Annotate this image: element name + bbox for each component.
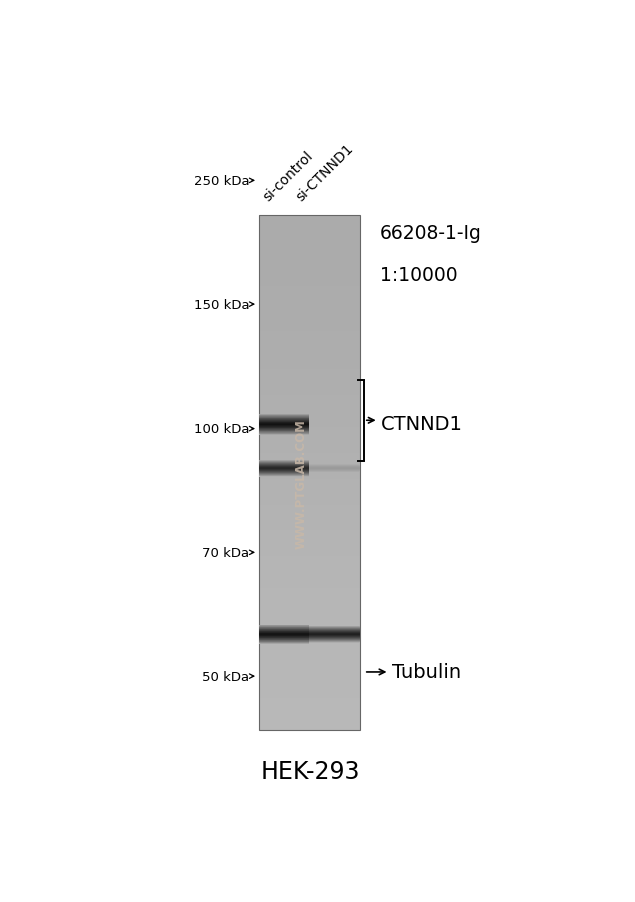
Bar xyxy=(259,685,360,691)
Bar xyxy=(259,447,360,454)
Bar xyxy=(259,633,360,640)
Bar xyxy=(259,659,360,666)
Bar xyxy=(259,254,360,261)
Bar xyxy=(259,717,360,723)
Bar xyxy=(259,723,360,730)
Bar xyxy=(259,569,360,575)
Bar xyxy=(259,524,360,530)
Bar xyxy=(259,376,360,383)
Bar xyxy=(259,421,360,428)
Bar xyxy=(259,550,360,557)
Bar xyxy=(259,415,360,421)
Bar xyxy=(259,530,360,537)
Bar xyxy=(259,492,360,499)
Bar xyxy=(259,647,360,653)
Bar xyxy=(259,518,360,524)
Bar xyxy=(259,216,360,730)
Bar xyxy=(259,479,360,485)
Bar xyxy=(259,281,360,287)
Bar xyxy=(259,345,360,351)
Bar xyxy=(259,318,360,325)
Bar xyxy=(259,627,360,633)
Bar xyxy=(259,287,360,293)
Bar xyxy=(259,454,360,460)
Bar xyxy=(259,582,360,588)
Bar xyxy=(259,614,360,621)
Text: WWW.PTGLAB.COM: WWW.PTGLAB.COM xyxy=(295,419,308,548)
Bar xyxy=(259,485,360,492)
Bar xyxy=(259,557,360,563)
Bar xyxy=(259,364,360,370)
Bar xyxy=(259,357,360,364)
Bar xyxy=(259,511,360,518)
Bar xyxy=(259,672,360,678)
Bar xyxy=(259,299,360,306)
Bar xyxy=(259,698,360,704)
Bar xyxy=(259,312,360,318)
Bar xyxy=(259,441,360,447)
Bar xyxy=(259,621,360,627)
Bar xyxy=(259,396,360,402)
Text: CTNND1: CTNND1 xyxy=(381,415,463,434)
Bar xyxy=(259,273,360,281)
Bar xyxy=(259,602,360,608)
Bar xyxy=(259,691,360,698)
Text: 50 kDa: 50 kDa xyxy=(202,670,249,683)
Bar xyxy=(259,499,360,505)
Bar xyxy=(259,544,360,550)
Bar xyxy=(259,575,360,582)
Bar xyxy=(259,261,360,267)
Bar xyxy=(259,235,360,242)
Bar xyxy=(259,229,360,235)
Text: 1:10000: 1:10000 xyxy=(380,265,457,284)
Bar xyxy=(259,678,360,685)
Bar xyxy=(259,338,360,345)
Bar xyxy=(259,435,360,441)
Bar xyxy=(259,505,360,511)
Bar xyxy=(259,402,360,409)
Bar xyxy=(259,711,360,717)
Bar xyxy=(259,306,360,312)
Bar xyxy=(259,409,360,415)
Bar xyxy=(259,608,360,614)
Text: 100 kDa: 100 kDa xyxy=(194,423,249,436)
Bar xyxy=(259,428,360,435)
Bar xyxy=(259,332,360,338)
Bar xyxy=(259,325,360,332)
Text: si-control: si-control xyxy=(260,149,316,204)
Text: 250 kDa: 250 kDa xyxy=(194,175,249,188)
Bar xyxy=(259,563,360,569)
Bar xyxy=(259,653,360,659)
Text: 150 kDa: 150 kDa xyxy=(194,299,249,311)
Bar xyxy=(259,222,360,229)
Bar xyxy=(259,640,360,647)
Text: si-CTNND1: si-CTNND1 xyxy=(293,142,356,204)
Bar xyxy=(259,595,360,602)
Bar xyxy=(259,293,360,299)
Bar xyxy=(259,267,360,273)
Bar xyxy=(259,588,360,595)
Bar xyxy=(259,216,360,222)
Bar xyxy=(259,383,360,390)
Text: HEK-293: HEK-293 xyxy=(261,759,361,784)
Bar xyxy=(259,460,360,466)
Bar xyxy=(259,473,360,479)
Bar xyxy=(259,537,360,544)
Bar xyxy=(259,351,360,357)
Text: Tubulin: Tubulin xyxy=(392,663,461,682)
Bar xyxy=(259,242,360,248)
Text: 70 kDa: 70 kDa xyxy=(202,547,249,559)
Bar xyxy=(259,390,360,396)
Bar xyxy=(259,248,360,254)
Bar xyxy=(259,370,360,376)
Bar xyxy=(259,466,360,473)
Text: 66208-1-Ig: 66208-1-Ig xyxy=(380,224,481,243)
Bar xyxy=(259,704,360,711)
Bar xyxy=(259,666,360,672)
